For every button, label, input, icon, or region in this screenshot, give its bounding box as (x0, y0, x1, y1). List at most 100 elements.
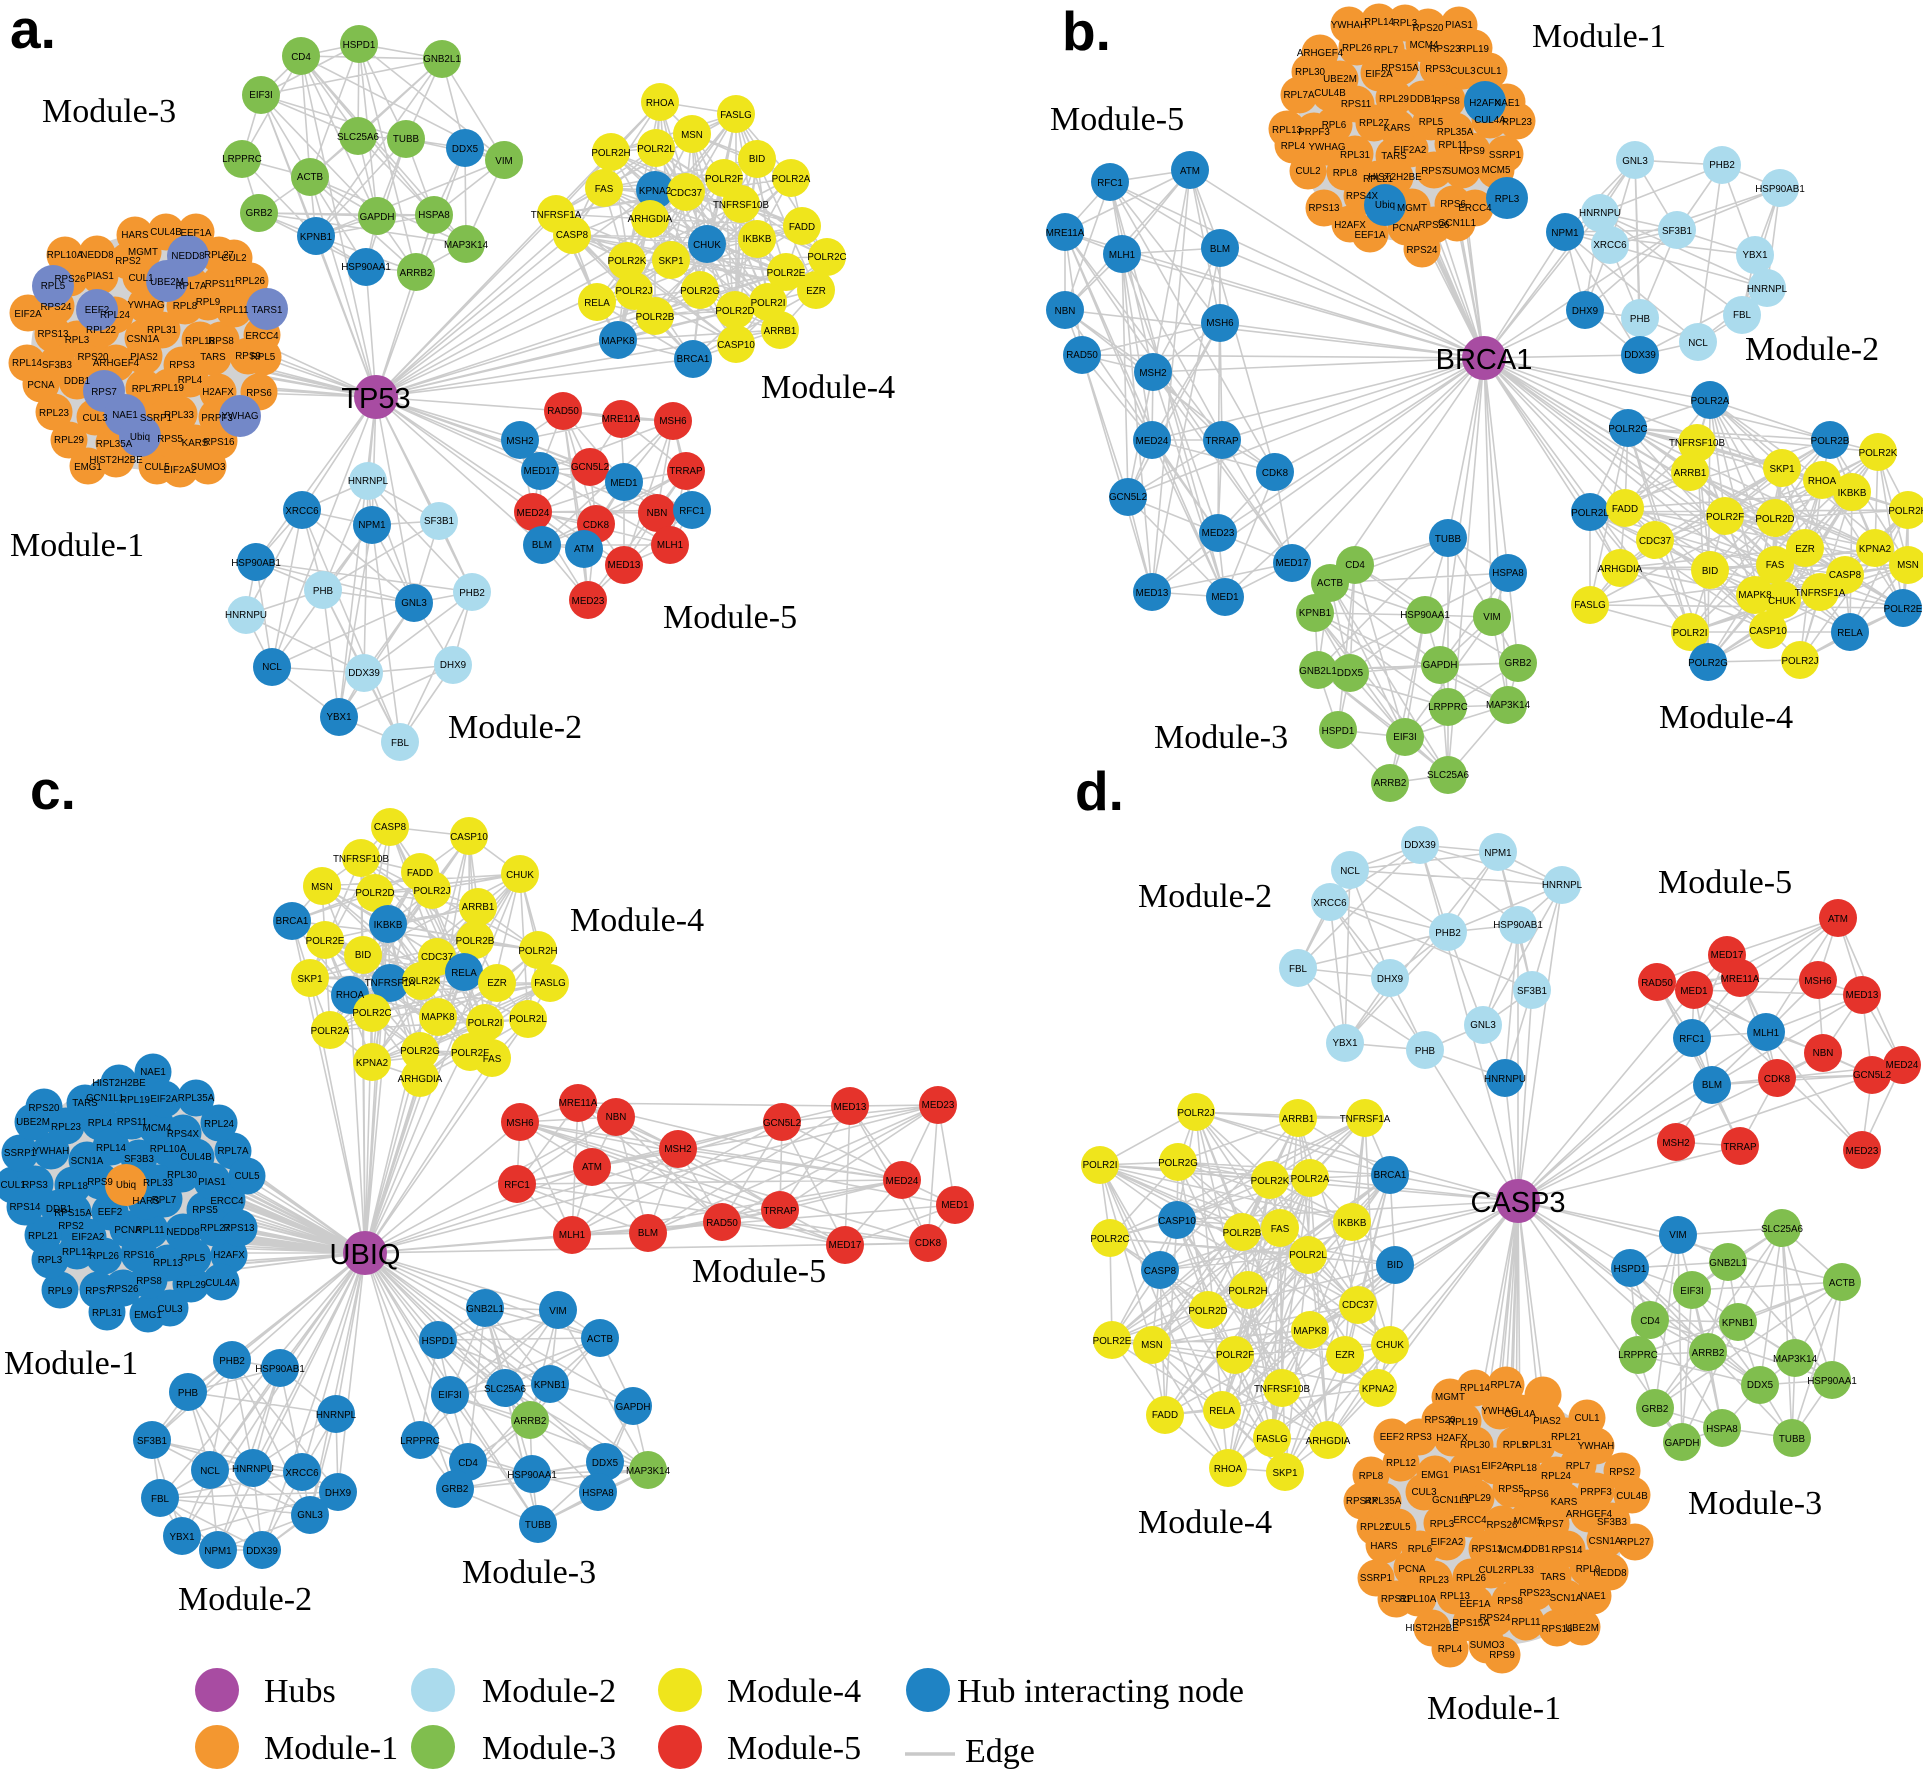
svg-text:SF3B1: SF3B1 (424, 516, 454, 527)
svg-text:SF3B1: SF3B1 (1517, 986, 1547, 997)
svg-text:KARS: KARS (1551, 1497, 1578, 1508)
svg-text:FASLG: FASLG (1574, 600, 1606, 611)
svg-text:KARS: KARS (182, 438, 209, 449)
svg-text:ACTB: ACTB (587, 1334, 614, 1345)
svg-text:RPS3: RPS3 (22, 1180, 48, 1191)
svg-text:RPL29: RPL29 (1461, 1493, 1491, 1504)
svg-text:HSP90AB1: HSP90AB1 (231, 558, 281, 569)
svg-text:RELA: RELA (584, 298, 610, 309)
svg-text:ARHGDIA: ARHGDIA (628, 214, 673, 225)
svg-text:RPS20: RPS20 (1424, 1415, 1456, 1426)
svg-text:PHB2: PHB2 (459, 588, 485, 599)
svg-text:HIST2H2BE: HIST2H2BE (1368, 172, 1422, 183)
svg-text:RPL11: RPL11 (1511, 1617, 1540, 1628)
svg-text:HNRNPU: HNRNPU (1484, 1074, 1526, 1085)
svg-text:HNRNPL: HNRNPL (1747, 284, 1788, 295)
svg-text:POLR2F: POLR2F (1706, 512, 1744, 523)
svg-text:EEF2: EEF2 (1380, 1432, 1405, 1443)
svg-text:SSRP1: SSRP1 (4, 1148, 36, 1159)
svg-text:KPNB1: KPNB1 (534, 1380, 566, 1391)
svg-text:SUMO3: SUMO3 (1445, 166, 1480, 177)
svg-text:MRE11A: MRE11A (1721, 974, 1760, 985)
svg-text:TARS: TARS (72, 1098, 98, 1109)
svg-text:Module-1: Module-1 (4, 1345, 138, 1382)
svg-text:MED1: MED1 (1211, 592, 1238, 603)
svg-text:Module-5: Module-5 (727, 1730, 861, 1767)
svg-text:MAPK8: MAPK8 (601, 336, 635, 347)
svg-text:MLH1: MLH1 (559, 1230, 585, 1241)
svg-text:RPS11: RPS11 (117, 1117, 147, 1128)
svg-text:CUL4B: CUL4B (1314, 88, 1346, 99)
svg-text:POLR2I: POLR2I (1083, 1160, 1118, 1171)
svg-text:Edge: Edge (965, 1733, 1035, 1770)
svg-text:MCM5: MCM5 (1514, 1516, 1543, 1527)
svg-text:ARRB1: ARRB1 (1674, 468, 1707, 479)
svg-text:HNRNPU: HNRNPU (1579, 208, 1621, 219)
svg-text:RPS23: RPS23 (1429, 44, 1461, 55)
svg-text:YBX1: YBX1 (169, 1532, 194, 1543)
svg-text:RPL29: RPL29 (176, 1280, 206, 1291)
svg-text:SLC25A6: SLC25A6 (1761, 1224, 1803, 1235)
svg-text:TARS: TARS (1381, 151, 1407, 162)
svg-text:CASP8: CASP8 (374, 822, 407, 833)
svg-text:RPL7A: RPL7A (1283, 90, 1315, 101)
svg-text:GAPDH: GAPDH (1423, 660, 1458, 671)
svg-text:MAPK8: MAPK8 (1293, 1326, 1327, 1337)
svg-text:CDC37: CDC37 (421, 952, 453, 963)
svg-text:RPS2: RPS2 (115, 256, 141, 267)
svg-text:RPL35A: RPL35A (1365, 1496, 1402, 1507)
svg-text:RPS20: RPS20 (77, 352, 109, 363)
svg-text:CASP8: CASP8 (1144, 1266, 1177, 1277)
svg-text:PCNA: PCNA (1392, 223, 1420, 234)
svg-text:POLR2L: POLR2L (509, 1014, 547, 1025)
svg-text:CUL3: CUL3 (1450, 66, 1476, 77)
svg-text:MGMT: MGMT (1397, 203, 1427, 214)
svg-text:SLC25A6: SLC25A6 (1427, 770, 1469, 781)
svg-text:SKP1: SKP1 (658, 256, 683, 267)
svg-text:CUL1: CUL1 (1476, 66, 1501, 77)
svg-text:ARRB2: ARRB2 (400, 268, 433, 279)
svg-text:YWHAG: YWHAG (221, 411, 258, 422)
svg-text:Module-5: Module-5 (1050, 101, 1184, 138)
svg-text:HIST2H2BE: HIST2H2BE (92, 1078, 146, 1089)
svg-text:RFC1: RFC1 (1097, 178, 1123, 189)
svg-text:TRRAP: TRRAP (763, 1206, 797, 1217)
svg-text:DDB1: DDB1 (64, 376, 90, 387)
svg-text:Ubiq: Ubiq (116, 1180, 136, 1191)
svg-text:RPL29: RPL29 (54, 435, 84, 446)
svg-text:HNRNPL: HNRNPL (348, 476, 389, 487)
svg-text:RPS9: RPS9 (235, 351, 261, 362)
svg-text:Module-5: Module-5 (1658, 864, 1792, 901)
svg-text:MGMT: MGMT (128, 247, 158, 258)
svg-text:RHOA: RHOA (336, 990, 365, 1001)
svg-text:IKBKB: IKBKB (743, 234, 772, 245)
svg-text:PHB2: PHB2 (1709, 160, 1735, 171)
svg-text:ATM: ATM (574, 544, 594, 555)
svg-text:DHX9: DHX9 (325, 1488, 351, 1499)
svg-text:PHB: PHB (1630, 314, 1651, 325)
svg-text:RELA: RELA (451, 968, 477, 979)
svg-text:MED24: MED24 (1886, 1060, 1919, 1071)
svg-text:CUL1: CUL1 (0, 1180, 25, 1191)
svg-text:MED13: MED13 (1846, 990, 1879, 1001)
svg-text:MED23: MED23 (1202, 528, 1235, 539)
svg-text:FBL: FBL (391, 738, 410, 749)
svg-text:RPS24: RPS24 (40, 302, 72, 313)
svg-text:H2AFX: H2AFX (202, 387, 234, 398)
svg-text:RPS13: RPS13 (1471, 1544, 1503, 1555)
svg-text:HSPA8: HSPA8 (1706, 1424, 1738, 1435)
svg-text:GRB2: GRB2 (246, 208, 273, 219)
svg-text:POLR2E: POLR2E (306, 936, 345, 947)
svg-text:XRCC6: XRCC6 (1593, 240, 1627, 251)
svg-text:RPL19: RPL19 (154, 383, 184, 394)
svg-text:RPL31: RPL31 (147, 325, 177, 336)
svg-text:YBX1: YBX1 (326, 712, 351, 723)
svg-text:CSN1A: CSN1A (1589, 1536, 1622, 1547)
svg-text:RPL10A: RPL10A (47, 250, 84, 261)
svg-text:POLR2G: POLR2G (400, 1046, 440, 1057)
svg-text:MSH6: MSH6 (659, 416, 687, 427)
svg-text:NEDD8: NEDD8 (171, 251, 205, 262)
svg-text:RPL22: RPL22 (1360, 1522, 1390, 1533)
svg-text:RPL14: RPL14 (96, 1143, 127, 1154)
svg-text:PHB2: PHB2 (1435, 928, 1461, 939)
